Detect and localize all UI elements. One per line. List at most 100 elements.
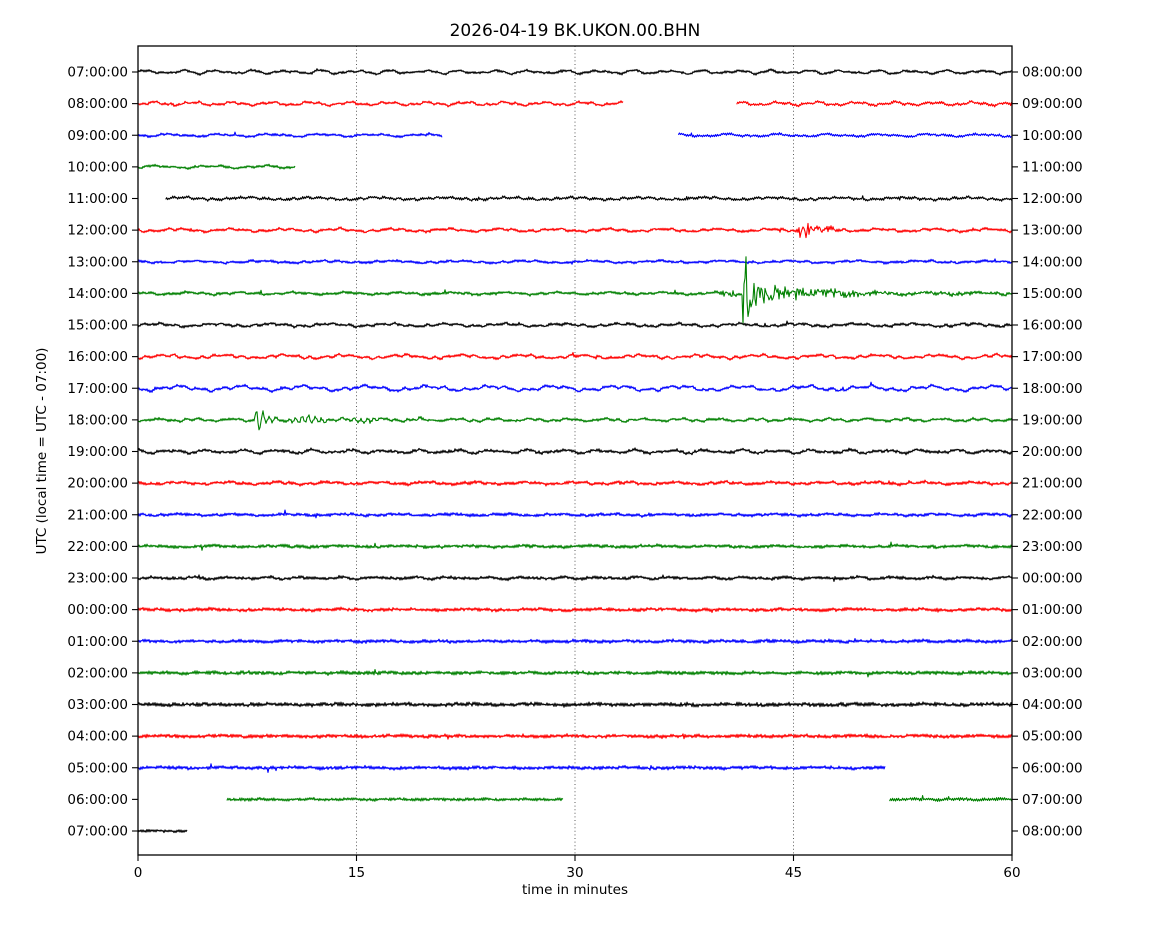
y-tick-label-left: 09:00:00 <box>67 128 128 144</box>
trace-segment <box>137 381 1013 394</box>
trace-row-00:00:00: 00:00:00 01:00:00 <box>67 602 1082 618</box>
y-tick-label-left: 04:00:00 <box>67 729 128 745</box>
x-tick-label: 60 <box>1003 865 1020 881</box>
trace-segment <box>137 100 624 108</box>
y-tick-label-right: 13:00:00 <box>1022 223 1083 239</box>
trace-segment <box>889 795 1013 802</box>
trace-segment <box>137 763 886 773</box>
y-tick-label-left: 21:00:00 <box>67 507 128 523</box>
y-tick-label-right: 05:00:00 <box>1022 729 1083 745</box>
y-tick-label-left: 05:00:00 <box>67 760 128 776</box>
y-tick-label-right: 09:00:00 <box>1022 96 1083 112</box>
y-tick-label-left: 12:00:00 <box>67 223 128 239</box>
x-tick-label: 15 <box>348 865 365 881</box>
trace-segment <box>137 668 1013 678</box>
y-tick-label-right: 02:00:00 <box>1022 634 1083 650</box>
trace-row-21:00:00: 21:00:00 22:00:00 <box>67 507 1082 523</box>
y-tick-label-right: 22:00:00 <box>1022 507 1083 523</box>
y-tick-label-right: 00:00:00 <box>1022 571 1083 587</box>
trace-segment <box>165 195 1013 202</box>
y-tick-label-right: 18:00:00 <box>1022 381 1083 397</box>
x-tick-label: 0 <box>134 865 143 881</box>
trace-row-01:00:00: 01:00:00 02:00:00 <box>67 634 1082 650</box>
y-tick-label-right: 07:00:00 <box>1022 792 1083 808</box>
y-tick-label-left: 07:00:00 <box>67 65 128 81</box>
y-tick-label-left: 15:00:00 <box>67 318 128 334</box>
trace-segment <box>137 163 296 170</box>
trace-row-16:00:00: 16:00:00 17:00:00 <box>67 349 1082 365</box>
trace-row-13:00:00: 13:00:00 14:00:00 <box>67 254 1082 270</box>
y-tick-label-right: 11:00:00 <box>1022 159 1083 175</box>
y-tick-label-left: 16:00:00 <box>67 349 128 365</box>
trace-row-02:00:00: 02:00:00 03:00:00 <box>67 665 1082 681</box>
trace-segment <box>137 479 1013 487</box>
y-tick-label-right: 16:00:00 <box>1022 318 1083 334</box>
x-axis-label: time in minutes <box>522 882 628 898</box>
y-tick-label-left: 01:00:00 <box>67 634 128 650</box>
y-tick-label-left: 00:00:00 <box>67 602 128 618</box>
trace-segment <box>137 828 188 834</box>
y-tick-label-right: 17:00:00 <box>1022 349 1083 365</box>
y-tick-label-right: 21:00:00 <box>1022 476 1083 492</box>
y-tick-label-left: 06:00:00 <box>67 792 128 808</box>
trace-segment <box>137 351 1013 361</box>
y-tick-label-left: 23:00:00 <box>67 571 128 587</box>
plot-area: 0 15 30 45 60 07:00:00 08:00:00 08:00:00 09:00:0… <box>67 45 1083 881</box>
y-tick-label-right: 19:00:00 <box>1022 412 1083 428</box>
y-tick-label-left: 08:00:00 <box>67 96 128 112</box>
chart-title: 2026-04-19 BK.UKON.00.BHN <box>450 21 701 41</box>
trace-segment <box>137 320 1013 329</box>
trace-row-07:00:00: 07:00:00 08:00:00 <box>67 824 1082 840</box>
y-tick-label-right: 06:00:00 <box>1022 760 1083 776</box>
y-tick-label-right: 08:00:00 <box>1022 824 1083 840</box>
trace-segment <box>137 131 443 139</box>
trace-row-04:00:00: 04:00:00 05:00:00 <box>67 729 1082 745</box>
trace-row-14:00:00: 14:00:00 15:00:00 <box>67 256 1083 325</box>
trace-row-07:00:00: 07:00:00 08:00:00 <box>67 65 1082 81</box>
trace-segment <box>137 733 1013 740</box>
y-tick-label-left: 02:00:00 <box>67 665 128 681</box>
trace-segment <box>137 410 1013 431</box>
trace-segment <box>226 796 564 802</box>
trace-row-11:00:00: 11:00:00 12:00:00 <box>67 191 1082 207</box>
trace-row-10:00:00: 10:00:00 11:00:00 <box>67 159 1082 175</box>
trace-row-06:00:00: 06:00:00 07:00:00 <box>67 792 1082 808</box>
y-tick-label-right: 12:00:00 <box>1022 191 1083 207</box>
y-tick-label-left: 11:00:00 <box>67 191 128 207</box>
trace-segment <box>137 701 1013 708</box>
trace-segment <box>137 222 1013 239</box>
x-tick-label: 45 <box>785 865 802 881</box>
x-axis: 0 15 30 45 60 <box>134 855 1021 881</box>
y-tick-label-right: 01:00:00 <box>1022 602 1083 618</box>
trace-segment <box>736 100 1013 108</box>
trace-row-17:00:00: 17:00:00 18:00:00 <box>67 381 1082 397</box>
y-tick-label-right: 14:00:00 <box>1022 254 1083 270</box>
y-axis-label: UTC (local time = UTC - 07:00) <box>34 348 50 555</box>
y-tick-label-right: 08:00:00 <box>1022 65 1083 81</box>
trace-segment <box>137 68 1013 76</box>
y-tick-label-left: 17:00:00 <box>67 381 128 397</box>
trace-row-23:00:00: 23:00:00 00:00:00 <box>67 571 1082 587</box>
trace-row-08:00:00: 08:00:00 09:00:00 <box>67 96 1082 112</box>
trace-row-05:00:00: 05:00:00 06:00:00 <box>67 760 1082 776</box>
y-tick-label-left: 19:00:00 <box>67 444 128 460</box>
y-tick-label-right: 15:00:00 <box>1022 286 1083 302</box>
trace-row-03:00:00: 03:00:00 04:00:00 <box>67 697 1082 713</box>
trace-row-09:00:00: 09:00:00 10:00:00 <box>67 128 1082 144</box>
y-tick-label-right: 03:00:00 <box>1022 665 1083 681</box>
trace-segment <box>137 574 1013 582</box>
trace-segment <box>137 447 1013 456</box>
y-tick-label-left: 03:00:00 <box>67 697 128 713</box>
y-tick-label-right: 23:00:00 <box>1022 539 1083 555</box>
trace-row-15:00:00: 15:00:00 16:00:00 <box>67 318 1082 334</box>
trace-segment <box>137 541 1013 551</box>
gridlines <box>356 46 794 855</box>
y-tick-label-right: 10:00:00 <box>1022 128 1083 144</box>
trace-row-12:00:00: 12:00:00 13:00:00 <box>67 223 1082 239</box>
y-tick-label-left: 18:00:00 <box>67 412 128 428</box>
y-tick-label-left: 10:00:00 <box>67 159 128 175</box>
y-tick-label-left: 14:00:00 <box>67 286 128 302</box>
y-tick-label-right: 20:00:00 <box>1022 444 1083 460</box>
